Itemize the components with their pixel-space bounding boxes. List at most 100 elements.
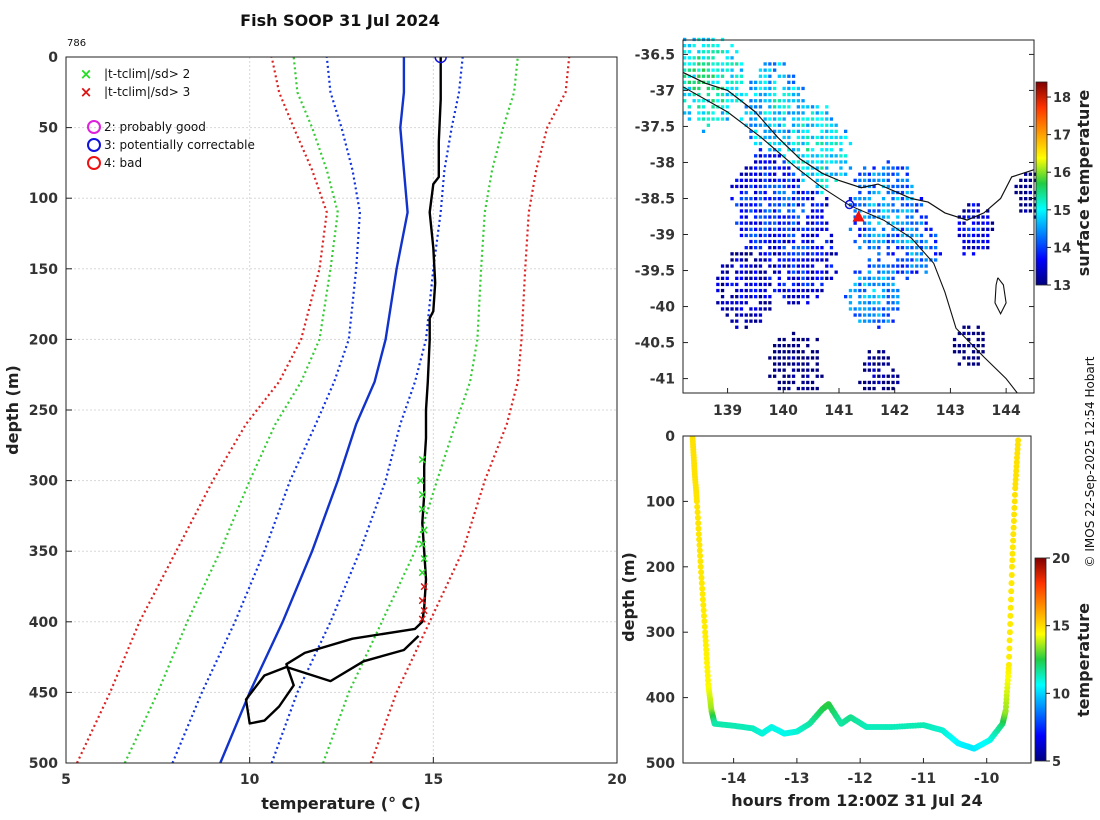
profile-ytick-label: 350 (29, 544, 58, 560)
sst-cell (782, 99, 786, 103)
sst-cell (990, 227, 995, 231)
sst-cell (896, 221, 900, 225)
sst-cell (720, 99, 725, 103)
sst-cell (768, 227, 772, 231)
sst-cell (720, 282, 725, 287)
sst-cell (706, 56, 710, 60)
profile-series-clim-2sd-high (322, 57, 519, 763)
sst-cell (739, 258, 744, 262)
sst-cell (687, 68, 691, 72)
time-depth-point (1013, 463, 1020, 470)
sst-cell (683, 56, 687, 60)
sst-cell (773, 264, 777, 268)
sst-cell (782, 252, 786, 256)
sst-cell (848, 288, 853, 293)
sst-cell (815, 295, 819, 299)
sst-cell (768, 295, 772, 299)
sst-cell (886, 319, 890, 323)
time-depth-point (695, 525, 702, 532)
time-depth-xlabel: hours from 12:00Z 31 Jul 24 (731, 791, 982, 810)
sst-cell (749, 233, 753, 238)
sst-cell (768, 246, 772, 250)
sst-cell (777, 356, 781, 360)
sst-cell (886, 233, 890, 238)
sst-cell (834, 252, 838, 256)
sst-cell (763, 172, 767, 176)
sst-cell (777, 264, 781, 268)
sst-cell (683, 99, 687, 103)
sst-cell (891, 264, 895, 268)
sst-cell (754, 233, 758, 238)
sst-cell (773, 184, 777, 189)
time-depth-point (697, 563, 704, 570)
sst-cell (787, 99, 791, 103)
time-depth-point (1012, 481, 1019, 487)
sst-cell (801, 239, 805, 244)
time-depth-point (699, 591, 706, 597)
sst-cell (692, 56, 696, 60)
sst-cell (796, 154, 800, 158)
sst-cell (754, 319, 758, 323)
sst-cell (886, 209, 890, 213)
sst-cell (986, 227, 990, 231)
sst-cell (915, 246, 919, 250)
sst-cell (782, 282, 786, 287)
sst-cell (791, 276, 796, 280)
profile-series-clim-1sd-high (270, 57, 464, 763)
sst-cell (706, 111, 710, 115)
sst-cell (730, 197, 734, 201)
sst-cell (896, 239, 900, 244)
sst-cell (749, 135, 753, 140)
sst-cell (692, 62, 696, 66)
sst-cell (777, 197, 781, 201)
sst-cell (820, 111, 824, 115)
sst-cell (976, 203, 980, 207)
sst-cell (801, 135, 805, 140)
sst-cell (891, 197, 895, 201)
profile-ytick-label: 150 (29, 262, 58, 278)
sst-cell (782, 264, 786, 268)
sst-cell (749, 203, 753, 207)
sst-cell (744, 209, 748, 213)
sst-cell (1019, 184, 1023, 189)
sst-cell (815, 135, 819, 140)
time-depth-point (1010, 537, 1017, 544)
sst-cell (863, 282, 867, 287)
time-depth-point (694, 509, 701, 516)
sst-cell (683, 80, 687, 84)
sst-cell (697, 68, 701, 72)
sst-cell (801, 362, 805, 366)
sst-cell (730, 307, 734, 311)
sst-cell (877, 209, 881, 213)
sst-cell (829, 141, 834, 146)
sst-cell (754, 99, 758, 103)
sst-cell (735, 295, 739, 299)
sst-cell (725, 313, 729, 317)
sst-cell (777, 227, 781, 231)
sst-cell (848, 227, 853, 231)
sst-cell (962, 215, 966, 219)
sst-cell (763, 166, 767, 170)
sst-cell (796, 99, 800, 103)
time-depth-point (693, 498, 700, 505)
sst-cell (749, 80, 753, 84)
sst-cell (744, 288, 748, 293)
sst-cell (758, 68, 763, 72)
sst-cell (867, 203, 871, 207)
sst-cell (773, 362, 777, 366)
sst-cell (782, 295, 786, 299)
sst-cell (768, 123, 772, 127)
time-depth-point (696, 547, 703, 554)
sst-cell (881, 313, 886, 317)
sst-cell (720, 270, 725, 274)
sst-cell (915, 252, 919, 256)
sst-cell (782, 380, 786, 385)
sst-cell (763, 258, 767, 262)
sst-cell (820, 190, 824, 195)
sst-cell (777, 362, 781, 366)
sst-cell (820, 117, 824, 121)
sst-cell (806, 252, 810, 256)
sst-cell (1019, 197, 1023, 201)
sst-cell (749, 227, 753, 231)
sst-cell (1019, 203, 1023, 207)
